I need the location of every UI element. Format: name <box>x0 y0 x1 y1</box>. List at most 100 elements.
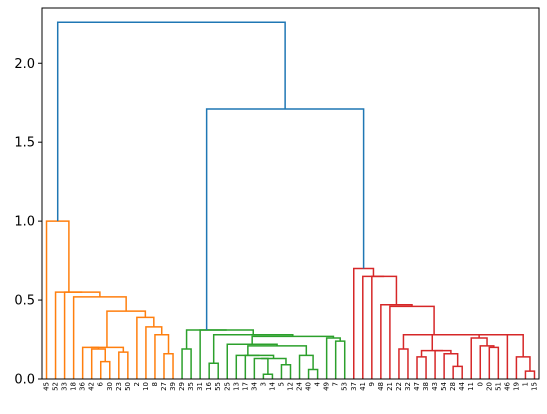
leaf-label: 50 <box>124 382 132 391</box>
leaf-label: 3 <box>259 382 267 386</box>
dendrogram-link <box>298 354 314 379</box>
leaf-label: 2 <box>133 382 141 386</box>
leaf-label: 42 <box>88 382 96 391</box>
dendrogram-link <box>389 305 435 379</box>
dendrogram-links <box>45 21 536 379</box>
leaf-label: 37 <box>350 382 358 391</box>
y-tick-label: 1.5 <box>14 136 35 151</box>
dendrogram-link <box>353 267 375 379</box>
plot-frame <box>41 7 540 380</box>
leaf-label: 46 <box>503 381 511 390</box>
leaf-label: 33 <box>61 382 69 391</box>
y-tick-label: 2.0 <box>14 57 35 72</box>
dendrogram-link <box>420 349 443 357</box>
dendrogram-link <box>416 356 427 379</box>
dendrogram-link <box>45 220 70 379</box>
dendrogram-link <box>488 346 500 379</box>
leaf-label: 32 <box>404 382 412 391</box>
leaf-label: 55 <box>214 382 222 391</box>
leaf-label: 49 <box>323 382 331 391</box>
leaf-label: 29 <box>178 382 186 391</box>
dendrogram-link <box>208 362 219 379</box>
dendrogram-link <box>163 352 174 379</box>
dendrogram-link <box>56 21 286 222</box>
leaf-label: 35 <box>187 382 195 391</box>
dendrogram-link <box>253 357 269 379</box>
y-axis-ticks: 0.0 0.5 1.0 1.5 2.0 <box>14 57 42 388</box>
dendrogram-link <box>185 329 227 349</box>
leaf-label: 31 <box>196 382 204 391</box>
dendrogram-link <box>118 351 129 379</box>
leaf-label: 44 <box>458 381 466 390</box>
leaf-label: 23 <box>115 382 123 391</box>
dendrogram-link <box>452 365 463 379</box>
dendrogram-link <box>99 360 111 379</box>
dendrogram-link <box>524 370 536 379</box>
dendrogram-link <box>334 340 346 379</box>
leaf-label: 15 <box>530 382 538 391</box>
leaf-label: 40 <box>305 382 313 391</box>
dendrogram-link <box>235 354 260 379</box>
dendrogram-link <box>470 337 488 379</box>
dendrogram-link <box>247 345 308 356</box>
axes <box>41 7 540 380</box>
dendrogram-link <box>205 108 365 331</box>
leaf-label: 41 <box>359 382 367 391</box>
leaf-label: 54 <box>440 381 448 390</box>
leaf-label: 34 <box>250 381 258 390</box>
dendrogram-link <box>261 357 287 365</box>
leaf-label: 47 <box>413 382 421 391</box>
leaf-label: 24 <box>296 381 304 390</box>
leaf-label: 9 <box>368 382 376 386</box>
dendrogram-link <box>181 348 192 379</box>
leaf-label: 18 <box>70 382 78 391</box>
dendrogram-link <box>90 346 125 353</box>
dendrogram-link <box>81 346 100 379</box>
leaf-label: 6 <box>97 381 105 386</box>
leaf-label: 53 <box>341 382 349 391</box>
leaf-label: 27 <box>160 382 168 391</box>
dendrogram-link <box>398 348 409 379</box>
leaf-label: 0 <box>476 382 484 386</box>
leaf-label: 8 <box>151 382 159 386</box>
dendrogram-link <box>251 335 335 345</box>
leaf-label: 11 <box>467 382 475 391</box>
dendrogram-link <box>371 275 398 379</box>
leaf-label: 1 <box>521 382 529 386</box>
dendrogram-link <box>479 345 495 379</box>
dendrogram-link <box>54 291 83 379</box>
dendrogram-link <box>515 356 531 379</box>
leaf-label: 12 <box>287 382 295 391</box>
leaf-label: 25 <box>223 382 231 391</box>
dendrogram-link <box>402 334 465 349</box>
dendrogram-link <box>106 310 147 348</box>
leaf-label: 14 <box>268 381 276 390</box>
dendrogram-link <box>362 275 385 379</box>
y-tick-label: 1.0 <box>14 215 35 230</box>
leaf-label: 20 <box>485 382 493 391</box>
leaf-label: 17 <box>241 382 249 391</box>
dendrogram-link <box>262 373 274 379</box>
leaf-label: 52 <box>52 382 60 391</box>
y-tick-label: 0.0 <box>14 373 35 388</box>
dendrogram-link <box>280 364 292 379</box>
leaf-label: 30 <box>106 382 114 391</box>
leaf-label: 10 <box>142 382 150 391</box>
dendrogram-link <box>434 349 452 379</box>
leaf-label: 28 <box>449 382 457 391</box>
leaf-label: 5 <box>277 382 285 386</box>
leaf-label: 7 <box>332 382 340 386</box>
leaf-label: 13 <box>232 382 240 391</box>
leaf-label: 38 <box>422 382 430 391</box>
leaf-label: 48 <box>377 382 385 391</box>
dendrogram-link <box>90 348 106 379</box>
leaf-label: 16 <box>205 381 213 390</box>
leaf-label: 36 <box>79 381 87 390</box>
leaf-label: 19 <box>512 382 520 391</box>
leaf-label: 39 <box>169 382 177 391</box>
leaf-label: 4 <box>314 381 322 386</box>
leaf-label: 43 <box>431 382 439 391</box>
dendrogram-link <box>325 337 341 379</box>
